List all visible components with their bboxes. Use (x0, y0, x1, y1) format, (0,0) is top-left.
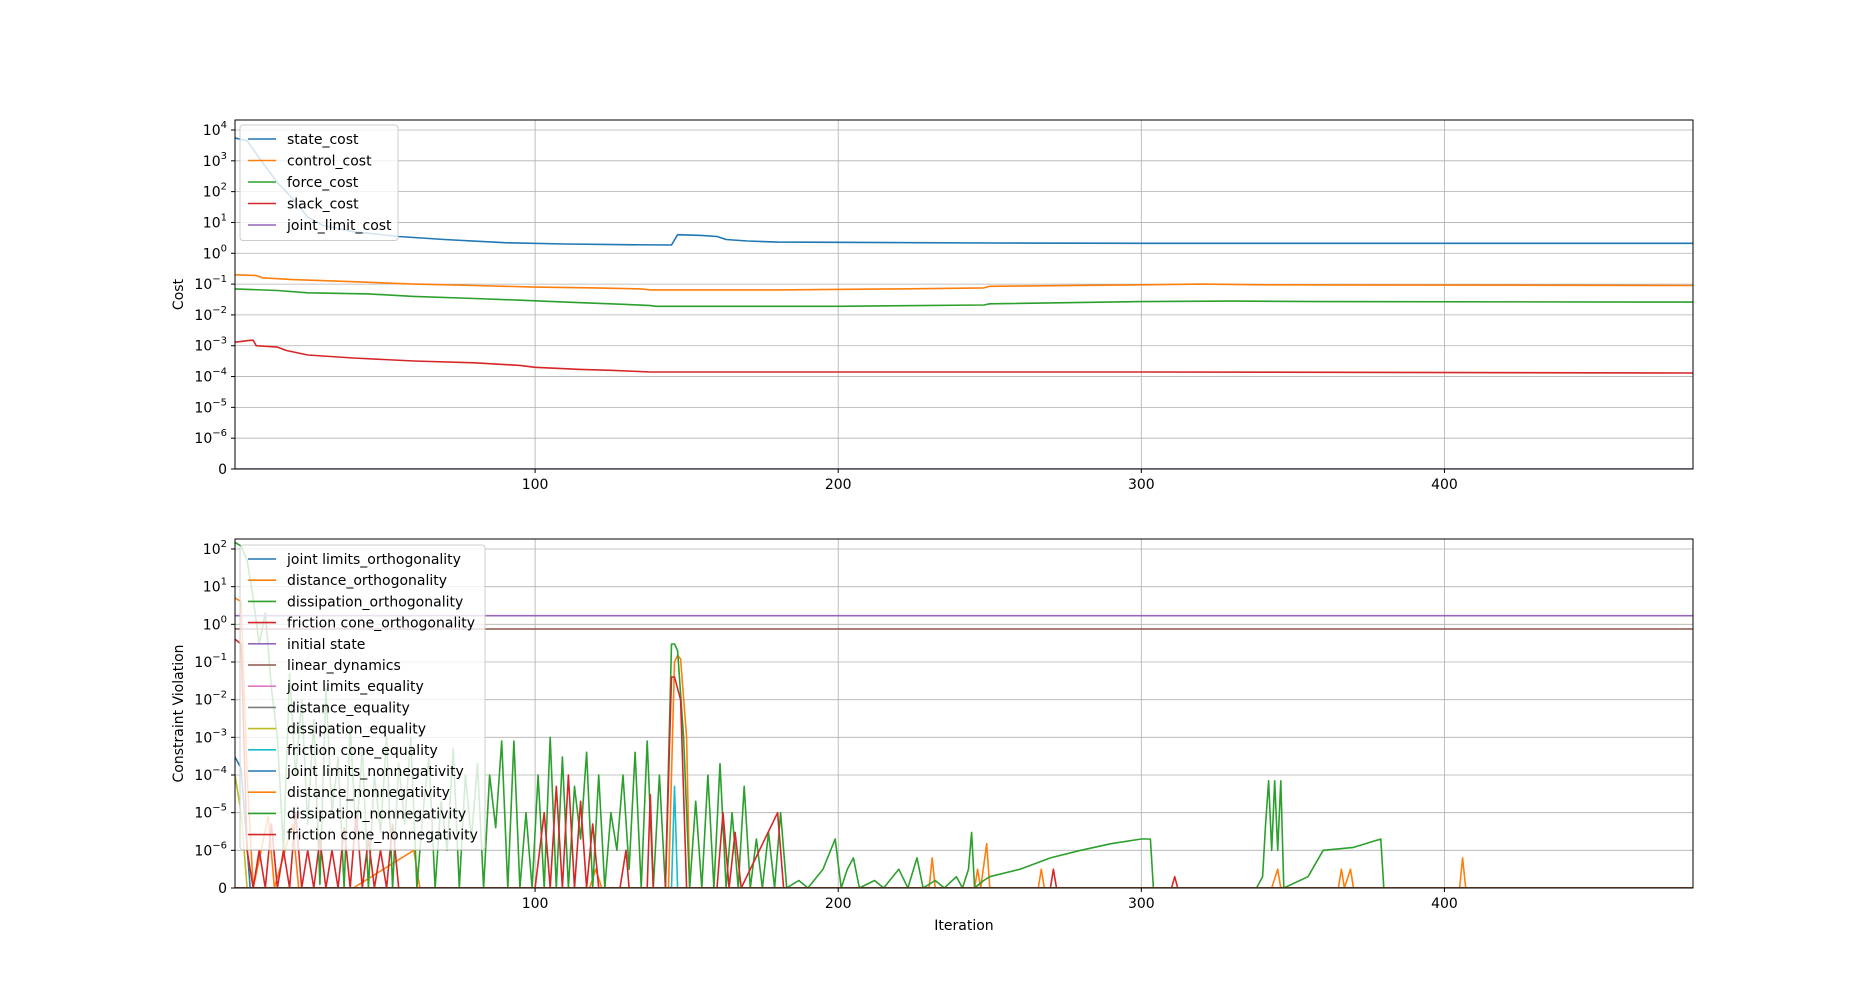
legend-label-force-cost: force_cost (287, 175, 359, 191)
legend-label-slack-cost: slack_cost (287, 197, 359, 213)
y-tick-label: 10−4 (194, 765, 227, 784)
legend-label-joint-limits-orthogonality: joint limits_orthogonality (286, 552, 461, 568)
series-line-friction-cone-equality (235, 785, 1693, 888)
series-line-force-cost (235, 288, 1693, 308)
y-axis: 0 10−6 10−5 10−4 10−3 10−2 10−1 100 101 102 103 104 (194, 120, 235, 478)
y-tick-label: 10−3 (194, 336, 227, 355)
legend-box (239, 544, 486, 851)
series-line-control-cost (235, 274, 1693, 291)
y-tick-label: 10−3 (194, 727, 227, 746)
legend-label-state-cost: state_cost (287, 132, 359, 148)
y-tick-label: 100 (203, 243, 227, 262)
y-tick-label: 103 (203, 151, 227, 170)
legend-label-distance-nonnegativity: distance_nonnegativity (287, 785, 450, 801)
y-tick-label: 10−5 (194, 803, 227, 822)
legend-box (239, 124, 399, 241)
legend-label-linear-dynamics: linear_dynamics (287, 658, 401, 674)
legend-label-dissipation-equality: dissipation_equality (287, 722, 426, 738)
x-tick-label: 400 (1431, 896, 1458, 912)
y-tick-label: 100 (203, 614, 227, 633)
legend-label-friction-cone-orthogonality: friction cone_orthogonality (287, 616, 475, 632)
series-line-dissipation-equality (235, 774, 1693, 888)
y-tick-label: 104 (203, 120, 227, 139)
y-tick-label: 10−1 (194, 652, 227, 671)
x-axis: 100 200 300 400 (522, 469, 1458, 493)
y-tick-label: 102 (203, 182, 227, 201)
y-tick-label: 10−2 (194, 690, 227, 709)
series-group (235, 137, 1693, 469)
x-axis: 100 200 300 400 (522, 888, 1458, 912)
x-tick-label: 400 (1431, 477, 1458, 493)
y-tick-label: 10−2 (194, 305, 227, 324)
series-line-slack-cost (235, 339, 1693, 374)
x-tick-label: 300 (1128, 896, 1155, 912)
legend-label-distance-equality: distance_equality (287, 700, 410, 716)
y-tick-label: 102 (203, 539, 227, 558)
grid (235, 120, 1693, 470)
legend: joint limits_orthogonality distance_ortho… (239, 544, 486, 851)
x-tick-label: 300 (1128, 477, 1155, 493)
y-tick-label: 10−4 (194, 367, 227, 386)
legend-label-distance-orthogonality: distance_orthogonality (287, 573, 447, 589)
legend-label-initial-state: initial state (287, 637, 365, 653)
y-tick-label: 0 (218, 462, 227, 478)
legend-label-joint-limits-equality: joint limits_equality (286, 679, 424, 695)
constraint-violation-panel: 100 200 300 400 0 10−6 10−5 10−4 10−3 10−2 10−1 100… (171, 538, 1694, 934)
y-tick-label: 10−1 (194, 274, 227, 293)
legend-label-friction-cone-equality: friction cone_equality (287, 743, 438, 759)
y-tick-label: 10−5 (194, 397, 227, 416)
x-tick-label: 100 (522, 896, 549, 912)
axes-frame (234, 538, 1694, 889)
series-line-friction-cone-orthogonality (235, 638, 1693, 888)
legend: state_cost control_cost force_cost slack_co… (239, 124, 399, 241)
legend-label-control-cost: control_cost (287, 154, 372, 170)
x-tick-label: 200 (825, 896, 852, 912)
cost-panel: 100 200 300 400 0 10−6 10−5 10−4 10−3 10−2 10−1 100… (171, 119, 1694, 493)
legend-label-joint-limits-nonnegativity: joint limits_nonnegativity (286, 764, 464, 780)
y-tick-label: 0 (218, 881, 227, 897)
y-axis: 0 10−6 10−5 10−4 10−3 10−2 10−1 100 101 102 (194, 539, 235, 897)
legend-label-dissipation-nonnegativity: dissipation_nonnegativity (287, 806, 466, 822)
axes-frame (234, 119, 1694, 470)
x-tick-label: 200 (825, 477, 852, 493)
y-tick-label: 101 (203, 212, 227, 231)
y-tick-label: 10−6 (194, 840, 227, 859)
y-axis-label: Cost (171, 278, 187, 310)
y-tick-label: 101 (203, 577, 227, 596)
x-tick-label: 100 (522, 477, 549, 493)
y-tick-label: 10−6 (194, 428, 227, 447)
y-axis-label: Constraint Violation (171, 644, 187, 782)
legend-label-joint-limit-cost: joint_limit_cost (286, 218, 392, 234)
x-axis-label: Iteration (934, 918, 993, 934)
legend-label-dissipation-orthogonality: dissipation_orthogonality (287, 594, 463, 610)
series-line-distance-orthogonality (235, 597, 1693, 888)
legend-label-friction-cone-nonnegativity: friction cone_nonnegativity (287, 828, 478, 844)
